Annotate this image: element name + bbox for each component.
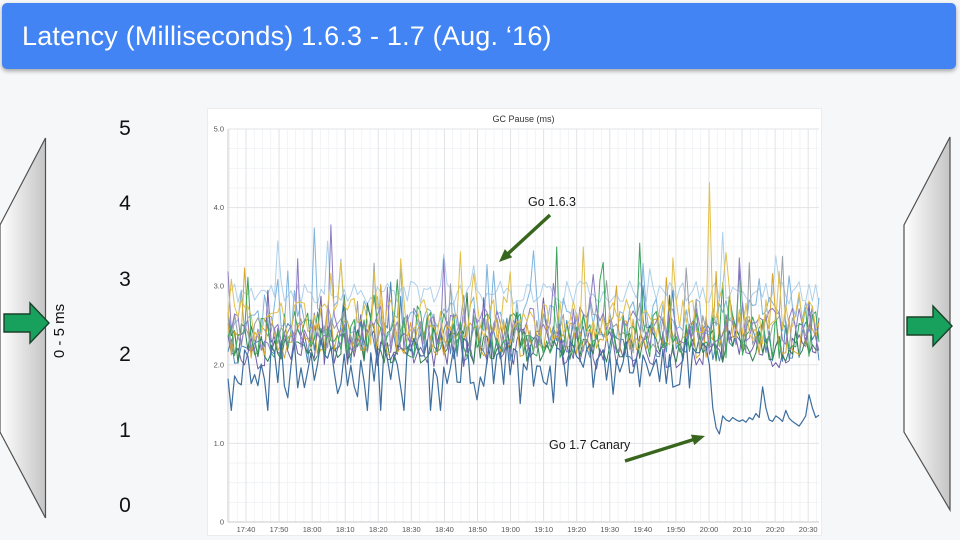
arrow-right-icon — [3, 301, 50, 345]
slide-title: Latency (Milliseconds) 1.6.3 - 1.7 (Aug.… — [22, 20, 552, 51]
series-gold — [227, 181, 820, 346]
y-tick-label: 4.0 — [214, 203, 224, 212]
chart-title: GC Pause (ms) — [492, 114, 554, 124]
x-tick-label: 18:50 — [468, 525, 487, 534]
annotation-label: Go 1.7 Canary — [549, 438, 631, 452]
x-tick-label: 18:10 — [336, 525, 355, 534]
arrow-right-icon — [906, 304, 953, 348]
left-scale-axis-label: 0 - 5 ms — [51, 303, 68, 359]
series-go-1-7-canary — [227, 337, 820, 435]
right-nav-arrow — [906, 304, 953, 348]
y-tick-label: 1.0 — [214, 439, 224, 448]
x-tick-label: 19:40 — [633, 525, 652, 534]
y-tick-label: 0 — [220, 518, 224, 527]
left-scale: 5 4 3 2 1 0 — [105, 0, 145, 540]
x-tick-label: 19:50 — [667, 525, 686, 534]
x-tick-label: 18:00 — [303, 525, 322, 534]
x-tick-label: 20:20 — [766, 525, 785, 534]
series-amber — [227, 267, 820, 359]
x-tick-label: 20:10 — [733, 525, 752, 534]
annotation-arrow — [624, 437, 696, 463]
y-tick-label: 2.0 — [214, 360, 224, 369]
x-tick-label: 18:20 — [369, 525, 388, 534]
annotation-label: Go 1.6.3 — [528, 195, 576, 209]
x-tick-label: 19:10 — [534, 525, 553, 534]
slide-title-bar: Latency (Milliseconds) 1.6.3 - 1.7 (Aug.… — [2, 3, 956, 69]
axis-labels: 5.0 4.0 3.0 2.0 1.0 0 17:40 17:50 18:00 18:10 18:2… — [214, 125, 818, 535]
series-pale-blue — [227, 231, 820, 305]
x-tick-label: 20:30 — [799, 525, 818, 534]
annotation-arrowhead — [690, 434, 705, 446]
annotation-arrowhead — [499, 249, 513, 262]
x-tick-label: 17:40 — [237, 525, 256, 534]
gc-pause-chart: 5.0 4.0 3.0 2.0 1.0 0 17:40 17:50 18:00 18:10 18:2… — [207, 108, 822, 536]
gc-pause-chart-svg: 5.0 4.0 3.0 2.0 1.0 0 17:40 17:50 18:00 18:10 18:2… — [214, 114, 820, 535]
x-tick-label: 19:00 — [501, 525, 520, 534]
y-tick-label: 5.0 — [214, 125, 224, 134]
x-tick-label: 18:40 — [435, 525, 454, 534]
x-tick-label: 20:00 — [700, 525, 719, 534]
x-tick-label: 19:20 — [567, 525, 586, 534]
left-scale-label: 3 — [119, 268, 131, 291]
left-nav-arrow — [3, 301, 50, 345]
x-tick-label: 18:30 — [402, 525, 421, 534]
annotation-arrow — [505, 213, 552, 256]
left-scale-label: 2 — [119, 343, 131, 366]
series-purple — [227, 224, 820, 354]
left-scale-label: 1 — [119, 419, 131, 442]
x-tick-label: 17:50 — [270, 525, 289, 534]
left-scale-label: 4 — [119, 192, 131, 215]
x-tick-label: 19:30 — [600, 525, 619, 534]
y-tick-label: 3.0 — [214, 282, 224, 291]
left-scale-label: 5 — [119, 117, 131, 140]
left-scale-label: 0 — [119, 494, 131, 517]
